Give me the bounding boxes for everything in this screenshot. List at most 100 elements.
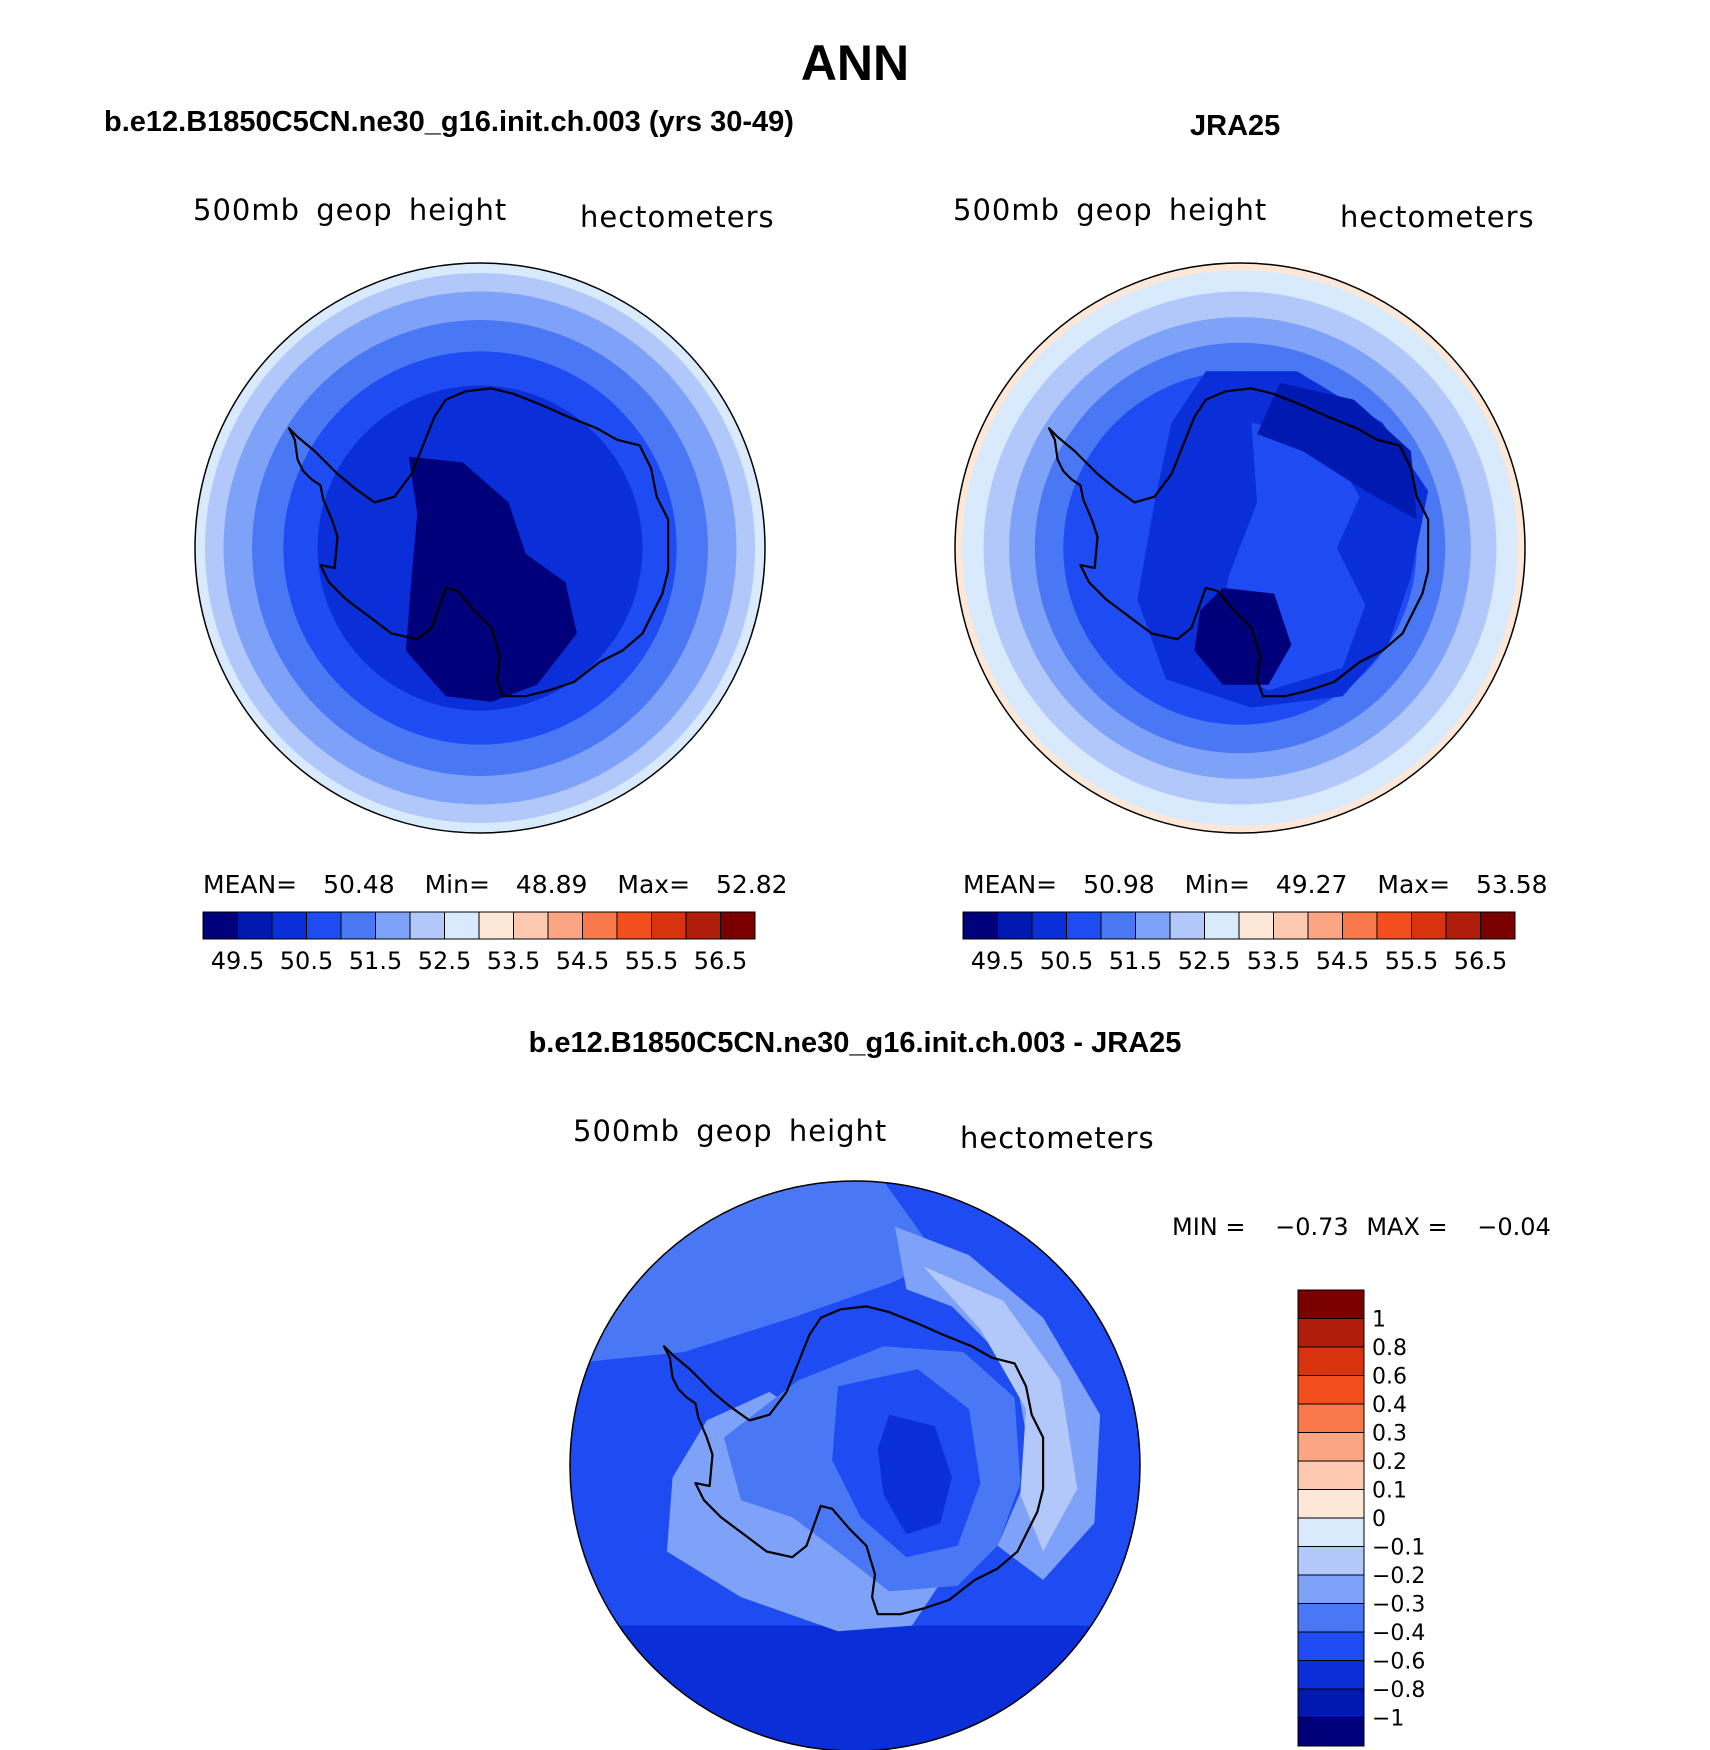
obs-map-border [954, 262, 1526, 834]
obs-max-value: 53.58 [1476, 870, 1548, 899]
diff-colorbar-swatch [1297, 1346, 1365, 1376]
diff-colorbar-swatch [1297, 1717, 1365, 1747]
obs-colorbar-swatch [1273, 911, 1309, 940]
model-colorbar-swatch [271, 911, 307, 940]
diff-colorbar: 1 0.8 0.6 0.4 0.3 0.2 0.1 0 −0.1 −0.2 −0.3 −0.4 −0.6… [1297, 1289, 1425, 1747]
obs-colorbar-swatch [997, 911, 1033, 940]
obs-colorbar-swatch [1411, 911, 1447, 940]
obs-colorbar-label: 49.5 [971, 947, 1024, 975]
obs-colorbar: 49.5 50.5 51.5 52.5 53.5 54.5 55.5 56.5 [962, 911, 1516, 975]
model-colorbar-swatch [651, 911, 687, 940]
page-title: ANN [800, 35, 910, 91]
model-colorbar-swatch [202, 911, 238, 940]
diff-colorbar-swatch [1297, 1631, 1365, 1661]
diff-max-value: −0.04 [1477, 1213, 1551, 1241]
diff-colorbar-swatch [1297, 1574, 1365, 1604]
diff-contour-band [877, 1414, 952, 1535]
model-polar-map [194, 262, 766, 834]
model-units-label: hectometers [580, 200, 775, 234]
diff-colorbar-label: 0.1 [1372, 1479, 1407, 1504]
model-colorbar-swatch [720, 911, 756, 940]
model-map-border [194, 262, 766, 834]
model-colorbar-swatch [375, 911, 411, 940]
obs-stats: MEAN= 50.98 Min= 49.27 Max= 53.58 [963, 870, 1548, 899]
model-colorbar-swatch [582, 911, 618, 940]
model-mean-label: MEAN= [203, 870, 298, 899]
model-stats: MEAN= 50.48 Min= 48.89 Max= 52.82 [203, 870, 788, 899]
diff-colorbar-label: −1 [1372, 1707, 1404, 1732]
obs-colorbar-label: 50.5 [1040, 947, 1093, 975]
model-colorbar-label: 53.5 [487, 947, 540, 975]
obs-colorbar-swatch [1204, 911, 1240, 940]
model-colorbar-label: 52.5 [418, 947, 471, 975]
diff-colorbar-swatch [1297, 1660, 1365, 1690]
model-colorbar-label: 54.5 [556, 947, 609, 975]
diff-max-label: MAX = [1366, 1213, 1448, 1241]
model-max-label: Max= [617, 870, 691, 899]
model-contour-band [405, 456, 577, 702]
model-colorbar-swatch [444, 911, 480, 940]
obs-colorbar-label: 56.5 [1454, 947, 1507, 975]
obs-colorbar-label: 51.5 [1109, 947, 1162, 975]
diff-colorbar-swatch [1297, 1403, 1365, 1433]
model-min-value: 48.89 [515, 870, 588, 899]
diff-panel-title: b.e12.B1850C5CN.ne30_g16.init.ch.003 - J… [528, 1027, 1182, 1059]
diff-colorbar-label: 0.3 [1372, 1422, 1407, 1447]
diff-colorbar-swatch [1297, 1375, 1365, 1405]
diff-colorbar-swatch [1297, 1432, 1365, 1462]
model-coastline [287, 387, 670, 698]
obs-colorbar-label: 53.5 [1247, 947, 1300, 975]
diff-colorbar-label: −0.3 [1372, 1593, 1425, 1618]
obs-max-label: Max= [1377, 870, 1451, 899]
model-colorbar-swatch [409, 911, 445, 940]
obs-colorbar-swatch [1376, 911, 1412, 940]
obs-colorbar-swatch [1307, 911, 1343, 940]
obs-colorbar-swatch [962, 911, 998, 940]
diff-contour-band [570, 1625, 1140, 1750]
model-colorbar-label: 55.5 [625, 947, 678, 975]
diff-map-border [569, 1180, 1141, 1750]
diff-contour-band [923, 1266, 1078, 1552]
diff-colorbar-swatch [1297, 1546, 1365, 1576]
diff-min-value: −0.73 [1275, 1213, 1349, 1241]
obs-min-label: Min= [1184, 870, 1250, 899]
diff-colorbar-label: 0.8 [1372, 1336, 1407, 1361]
diff-colorbar-swatch [1297, 1318, 1365, 1348]
model-variable-label: 500mb geop height [193, 193, 508, 227]
diff-colorbar-swatch [1297, 1517, 1365, 1547]
diff-colorbar-label: −0.4 [1372, 1621, 1425, 1646]
obs-colorbar-label: 55.5 [1385, 947, 1438, 975]
diff-polar-map [569, 1180, 1141, 1750]
obs-variable-label: 500mb geop height [953, 193, 1268, 227]
obs-polar-map [954, 262, 1526, 834]
model-panel-title: b.e12.B1850C5CN.ne30_g16.init.ch.003 (yr… [104, 106, 794, 138]
model-mean-value: 50.48 [323, 870, 395, 899]
obs-colorbar-swatch [1135, 911, 1171, 940]
model-colorbar-label: 49.5 [211, 947, 264, 975]
obs-panel-title: JRA25 [1190, 110, 1281, 142]
model-colorbar-label: 56.5 [694, 947, 747, 975]
obs-colorbar-swatch [1238, 911, 1274, 940]
diff-colorbar-label: −0.1 [1372, 1536, 1425, 1561]
diff-colorbar-swatch [1297, 1460, 1365, 1490]
obs-colorbar-swatch [1169, 911, 1205, 940]
model-colorbar-swatch [478, 911, 514, 940]
obs-min-value: 49.27 [1275, 870, 1348, 899]
model-colorbar-swatch [513, 911, 549, 940]
diff-colorbar-label: 0.4 [1372, 1393, 1407, 1418]
obs-colorbar-label: 52.5 [1178, 947, 1231, 975]
model-max-value: 52.82 [716, 870, 788, 899]
model-colorbar-label: 51.5 [349, 947, 402, 975]
obs-colorbar-swatch [1445, 911, 1481, 940]
obs-colorbar-swatch [1342, 911, 1378, 940]
obs-mean-value: 50.98 [1083, 870, 1155, 899]
diff-units-label: hectometers [960, 1121, 1155, 1155]
diff-colorbar-swatch [1297, 1603, 1365, 1633]
diff-variable-label: 500mb geop height [573, 1114, 888, 1148]
diff-colorbar-label: 0.6 [1372, 1365, 1407, 1390]
model-colorbar-swatch [306, 911, 342, 940]
diff-colorbar-swatch [1297, 1489, 1365, 1519]
model-colorbar-label: 50.5 [280, 947, 333, 975]
diff-colorbar-label: 0.2 [1372, 1450, 1407, 1475]
model-colorbar-swatch [237, 911, 273, 940]
